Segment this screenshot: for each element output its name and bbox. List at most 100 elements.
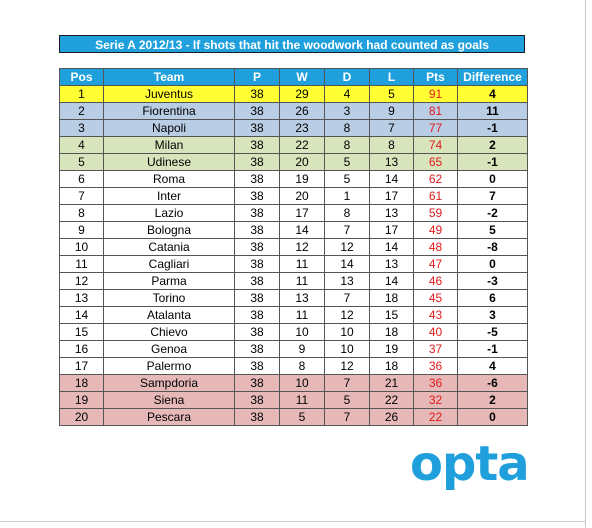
cell-w: 22 bbox=[279, 136, 325, 154]
cell-l: 14 bbox=[369, 238, 414, 256]
cell-w: 29 bbox=[279, 85, 325, 103]
cell-p: 38 bbox=[234, 238, 280, 256]
cell-team: Torino bbox=[103, 289, 235, 307]
cell-l: 19 bbox=[369, 340, 414, 358]
cell-l: 14 bbox=[369, 272, 414, 290]
cell-w: 17 bbox=[279, 204, 325, 222]
cell-pos: 3 bbox=[59, 119, 104, 137]
cell-p: 38 bbox=[234, 408, 280, 426]
cell-p: 38 bbox=[234, 85, 280, 103]
cell-w: 5 bbox=[279, 408, 325, 426]
table-row: 13 Torino 38 13 7 18 45 6 bbox=[59, 289, 528, 307]
cell-pts: 36 bbox=[413, 374, 458, 392]
cell-pos: 7 bbox=[59, 187, 104, 205]
cell-d: 13 bbox=[324, 272, 370, 290]
cell-p: 38 bbox=[234, 289, 280, 307]
cell-w: 8 bbox=[279, 357, 325, 375]
cell-pos: 19 bbox=[59, 391, 104, 409]
frame-bottom-border bbox=[0, 521, 586, 522]
cell-d: 5 bbox=[324, 153, 370, 171]
cell-w: 14 bbox=[279, 221, 325, 239]
cell-pts: 47 bbox=[413, 255, 458, 273]
cell-team: Palermo bbox=[103, 357, 235, 375]
cell-p: 38 bbox=[234, 102, 280, 120]
table-row: 15 Chievo 38 10 10 18 40 -5 bbox=[59, 323, 528, 341]
cell-d: 7 bbox=[324, 374, 370, 392]
cell-p: 38 bbox=[234, 153, 280, 171]
cell-pos: 16 bbox=[59, 340, 104, 358]
cell-pts: 36 bbox=[413, 357, 458, 375]
cell-pos: 15 bbox=[59, 323, 104, 341]
cell-d: 8 bbox=[324, 119, 370, 137]
cell-d: 8 bbox=[324, 136, 370, 154]
cell-p: 38 bbox=[234, 391, 280, 409]
cell-w: 26 bbox=[279, 102, 325, 120]
cell-w: 12 bbox=[279, 238, 325, 256]
table-row: 18 Sampdoria 38 10 7 21 36 -6 bbox=[59, 374, 528, 392]
cell-team: Juventus bbox=[103, 85, 235, 103]
cell-pos: 4 bbox=[59, 136, 104, 154]
cell-l: 14 bbox=[369, 170, 414, 188]
cell-diff: 3 bbox=[457, 306, 528, 324]
cell-l: 18 bbox=[369, 289, 414, 307]
cell-l: 18 bbox=[369, 323, 414, 341]
cell-diff: -2 bbox=[457, 204, 528, 222]
cell-pts: 65 bbox=[413, 153, 458, 171]
cell-pts: 49 bbox=[413, 221, 458, 239]
cell-diff: 4 bbox=[457, 85, 528, 103]
table-row: 14 Atalanta 38 11 12 15 43 3 bbox=[59, 306, 528, 324]
cell-l: 26 bbox=[369, 408, 414, 426]
cell-l: 17 bbox=[369, 221, 414, 239]
cell-d: 3 bbox=[324, 102, 370, 120]
col-header-team: Team bbox=[103, 68, 235, 86]
cell-diff: 11 bbox=[457, 102, 528, 120]
cell-pts: 43 bbox=[413, 306, 458, 324]
cell-pos: 12 bbox=[59, 272, 104, 290]
cell-w: 11 bbox=[279, 391, 325, 409]
cell-l: 5 bbox=[369, 85, 414, 103]
cell-w: 20 bbox=[279, 187, 325, 205]
cell-pts: 45 bbox=[413, 289, 458, 307]
cell-p: 38 bbox=[234, 340, 280, 358]
cell-l: 17 bbox=[369, 187, 414, 205]
cell-p: 38 bbox=[234, 136, 280, 154]
col-header-pts: Pts bbox=[413, 68, 458, 86]
table-row: 12 Parma 38 11 13 14 46 -3 bbox=[59, 272, 528, 290]
cell-w: 11 bbox=[279, 306, 325, 324]
cell-d: 5 bbox=[324, 391, 370, 409]
cell-d: 12 bbox=[324, 306, 370, 324]
table-row: 8 Lazio 38 17 8 13 59 -2 bbox=[59, 204, 528, 222]
cell-pos: 6 bbox=[59, 170, 104, 188]
cell-pts: 32 bbox=[413, 391, 458, 409]
cell-pts: 62 bbox=[413, 170, 458, 188]
cell-d: 14 bbox=[324, 255, 370, 273]
table-row: 2 Fiorentina 38 26 3 9 81 11 bbox=[59, 102, 528, 120]
cell-d: 12 bbox=[324, 238, 370, 256]
cell-pos: 18 bbox=[59, 374, 104, 392]
table-row: 7 Inter 38 20 1 17 61 7 bbox=[59, 187, 528, 205]
cell-diff: 2 bbox=[457, 136, 528, 154]
cell-pts: 22 bbox=[413, 408, 458, 426]
cell-diff: -1 bbox=[457, 340, 528, 358]
cell-pts: 48 bbox=[413, 238, 458, 256]
cell-team: Catania bbox=[103, 238, 235, 256]
cell-d: 1 bbox=[324, 187, 370, 205]
cell-pos: 14 bbox=[59, 306, 104, 324]
cell-pos: 10 bbox=[59, 238, 104, 256]
table-row: 17 Palermo 38 8 12 18 36 4 bbox=[59, 357, 528, 375]
cell-p: 38 bbox=[234, 306, 280, 324]
cell-diff: -6 bbox=[457, 374, 528, 392]
cell-l: 9 bbox=[369, 102, 414, 120]
cell-d: 7 bbox=[324, 221, 370, 239]
cell-l: 22 bbox=[369, 391, 414, 409]
cell-diff: 4 bbox=[457, 357, 528, 375]
cell-pts: 37 bbox=[413, 340, 458, 358]
cell-d: 10 bbox=[324, 323, 370, 341]
col-header-w: W bbox=[279, 68, 325, 86]
cell-p: 38 bbox=[234, 272, 280, 290]
cell-team: Sampdoria bbox=[103, 374, 235, 392]
cell-team: Bologna bbox=[103, 221, 235, 239]
cell-diff: -3 bbox=[457, 272, 528, 290]
table-row: 6 Roma 38 19 5 14 62 0 bbox=[59, 170, 528, 188]
table-row: 5 Udinese 38 20 5 13 65 -1 bbox=[59, 153, 528, 171]
